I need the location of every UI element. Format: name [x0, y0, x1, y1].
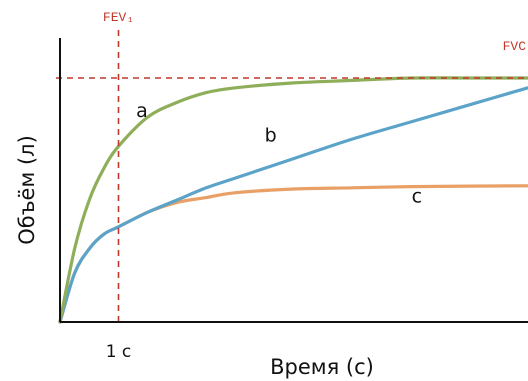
curve-label-c: c: [412, 185, 422, 207]
y-axis-label: Объём (л): [15, 135, 39, 245]
curve-label-a: a: [136, 100, 148, 122]
series-line-a: [58, 76, 528, 324]
label-layer: FEV₁ FVC a b c 1 с: [103, 10, 526, 362]
series-layer: [58, 76, 528, 324]
x-axis-label: Время (с): [270, 355, 374, 379]
series-line-b: [58, 86, 528, 324]
x-tick-label: 1 с: [106, 342, 132, 362]
fev1-label: FEV₁: [103, 10, 134, 25]
reference-lines: [56, 30, 528, 322]
curve-label-b: b: [265, 124, 277, 146]
fvc-label: FVC: [503, 39, 527, 54]
series-line-c: [58, 184, 528, 324]
